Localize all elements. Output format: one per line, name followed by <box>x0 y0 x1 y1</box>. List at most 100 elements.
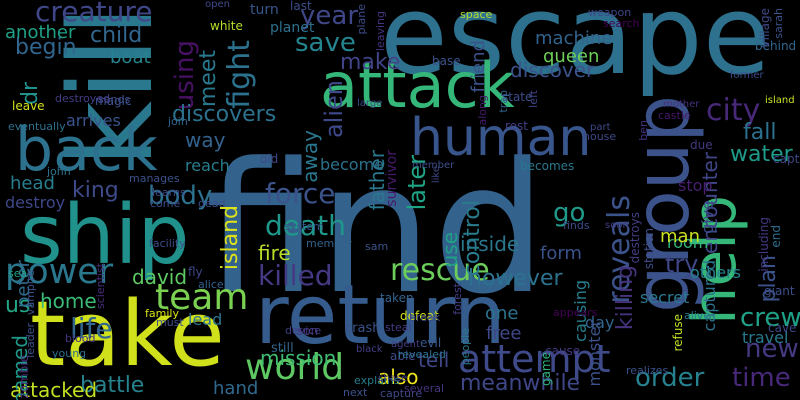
word-mother: mother <box>663 99 700 110</box>
word-island: island <box>765 95 795 106</box>
word-join: join <box>168 115 188 128</box>
word-escape: escape <box>380 0 771 99</box>
word-room: room <box>667 233 709 252</box>
word-alice: alice <box>198 278 224 291</box>
word-blood: blood <box>65 332 96 345</box>
word-village: village <box>758 8 772 48</box>
word-destroyed: destroyed <box>55 92 111 105</box>
word-eventually: eventually <box>8 120 66 133</box>
word-dead: dead <box>198 197 226 210</box>
word-ship: ship <box>20 188 190 283</box>
word-however: however <box>468 266 563 291</box>
word-one: one <box>485 303 519 324</box>
word-attempt: attempt <box>458 337 611 381</box>
word-cave: cave <box>768 321 797 335</box>
word-sarah: sarah <box>772 8 785 39</box>
word-king: king <box>72 178 119 203</box>
word-sam: sam <box>365 240 389 253</box>
word-finds: finds <box>563 219 590 232</box>
word-find: find <box>205 125 547 334</box>
word-inside: inside <box>460 232 520 256</box>
word-agent: agent <box>391 339 420 350</box>
word-use: use <box>438 232 462 268</box>
word-another: another <box>5 22 76 43</box>
word-end: end <box>769 225 783 248</box>
word-large: large <box>357 98 383 109</box>
word-memory: memory <box>306 237 352 250</box>
word-open: open <box>205 0 230 10</box>
word-along: along <box>476 95 489 126</box>
word-chase: chase <box>378 373 408 384</box>
word-alive: alive <box>684 309 711 322</box>
word-come: come <box>150 197 181 210</box>
word-magic: magic <box>95 94 132 108</box>
word-begin: begin <box>15 35 77 60</box>
word-break: break <box>409 311 441 324</box>
word-time: time <box>732 363 791 393</box>
word-island: island <box>218 205 243 271</box>
word-leader: leader <box>24 323 37 358</box>
word-way: way <box>185 128 226 152</box>
word-forest: forest <box>451 283 464 315</box>
word-order: order <box>635 363 705 393</box>
word-secret: secret <box>640 288 690 307</box>
word-return: return <box>255 268 506 363</box>
word-boat: boat <box>110 47 151 68</box>
word-ben: ben <box>637 120 650 141</box>
word-man: man <box>660 226 700 247</box>
word-go: go <box>553 198 586 228</box>
word-battle: battle <box>80 373 145 398</box>
word-people: people <box>459 328 472 366</box>
word-fly: fly <box>188 265 203 279</box>
word-appears: appears <box>553 306 598 319</box>
word-due: due <box>690 138 713 152</box>
word-destroys: destroys <box>628 212 642 264</box>
word-lead: lead <box>188 310 223 329</box>
word-last: last <box>290 0 312 13</box>
word-must: must <box>156 316 184 329</box>
word-body: body <box>148 181 213 211</box>
word-rescue: rescue <box>390 253 490 288</box>
word-game: game <box>539 352 553 387</box>
word-next: next <box>343 386 368 399</box>
word-young: young <box>52 347 87 360</box>
word-home: home <box>40 289 97 313</box>
word-son: son <box>297 324 319 338</box>
word-others: others <box>690 263 741 282</box>
word-survivor: survivor <box>384 150 400 207</box>
word-save: save <box>295 28 356 58</box>
word-state: state <box>502 90 533 104</box>
word-sea: sea <box>8 267 28 280</box>
word-defeat: defeat <box>400 309 439 323</box>
word-soon: soon <box>605 220 629 231</box>
word-fall: fall <box>743 120 777 145</box>
word-travel: travel <box>742 328 789 347</box>
word-learns: learns <box>152 186 186 199</box>
word-like: like <box>431 166 442 184</box>
word-fight: fight <box>222 40 257 109</box>
word-rest: rest <box>505 119 529 133</box>
word-giant: giant <box>764 284 795 298</box>
word-form: form <box>540 243 582 264</box>
word-team: team <box>155 277 249 318</box>
word-back: back <box>15 115 158 185</box>
word-sends: sends <box>98 93 131 106</box>
word-old: old <box>260 152 279 166</box>
word-world: world <box>245 347 345 388</box>
word-scientist: scientist <box>94 263 107 309</box>
word-destroy: destroy <box>5 193 66 212</box>
word-take: take <box>30 282 225 387</box>
word-left: left <box>527 90 540 108</box>
word-child: child <box>90 23 143 48</box>
word-white: white <box>210 19 243 33</box>
word-hand: hand <box>213 378 259 399</box>
word-try: try <box>665 250 699 278</box>
word-power: power <box>5 252 114 292</box>
word-captain: captain <box>773 152 800 166</box>
word-black: black <box>356 344 383 355</box>
word-human: human <box>410 108 592 168</box>
word-planet: planet <box>270 20 315 36</box>
word-mission: mission <box>260 346 337 370</box>
word-friend: friend <box>468 40 489 93</box>
word-steal: steal <box>385 321 412 334</box>
